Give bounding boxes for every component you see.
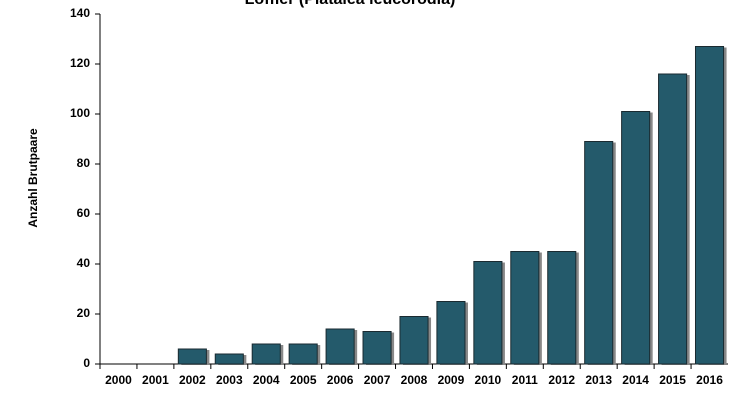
y-tick-label: 20 [77,306,91,320]
bar [399,316,429,365]
y-axis-label: Anzahl Brutpaare [26,128,40,228]
y-tick-label: 100 [70,106,90,120]
bar [658,73,688,365]
x-tick-label: 2010 [475,373,502,387]
y-tick-label: 120 [70,56,90,70]
bar [251,343,281,365]
x-tick-label: 2016 [696,373,723,387]
bar [473,261,503,365]
bar [694,46,725,365]
x-tick-label: 2002 [179,373,206,387]
bar [362,331,392,365]
bar [436,301,466,365]
y-tick-label: 80 [77,156,91,170]
y-tick-label: 40 [77,256,91,270]
x-tick-label: 2015 [659,373,686,387]
x-tick-label: 2003 [216,373,243,387]
x-tick-label: 2007 [364,373,391,387]
bar [621,111,651,365]
y-tick-label: 60 [77,206,91,220]
x-tick-label: 2005 [290,373,317,387]
x-tick-label: 2014 [622,373,649,387]
bar [325,328,355,365]
x-tick-label: 2008 [401,373,428,387]
bar [584,141,614,365]
x-tick-label: 2006 [327,373,354,387]
bar [547,251,577,365]
bar [214,353,244,365]
x-tick-label: 2009 [438,373,465,387]
bar [288,343,318,365]
x-tick-label: 2013 [585,373,612,387]
x-tick-label: 2001 [142,373,169,387]
x-tick-label: 2012 [548,373,575,387]
y-tick-label: 0 [83,356,90,370]
bar [510,251,540,365]
chart-title: Löffler (Platalea leucorodia) [245,0,456,8]
x-tick-label: 2004 [253,373,280,387]
y-tick-label: 140 [70,6,90,20]
bar [177,348,207,365]
x-tick-label: 2011 [512,373,538,387]
x-tick-label: 2000 [105,373,132,387]
